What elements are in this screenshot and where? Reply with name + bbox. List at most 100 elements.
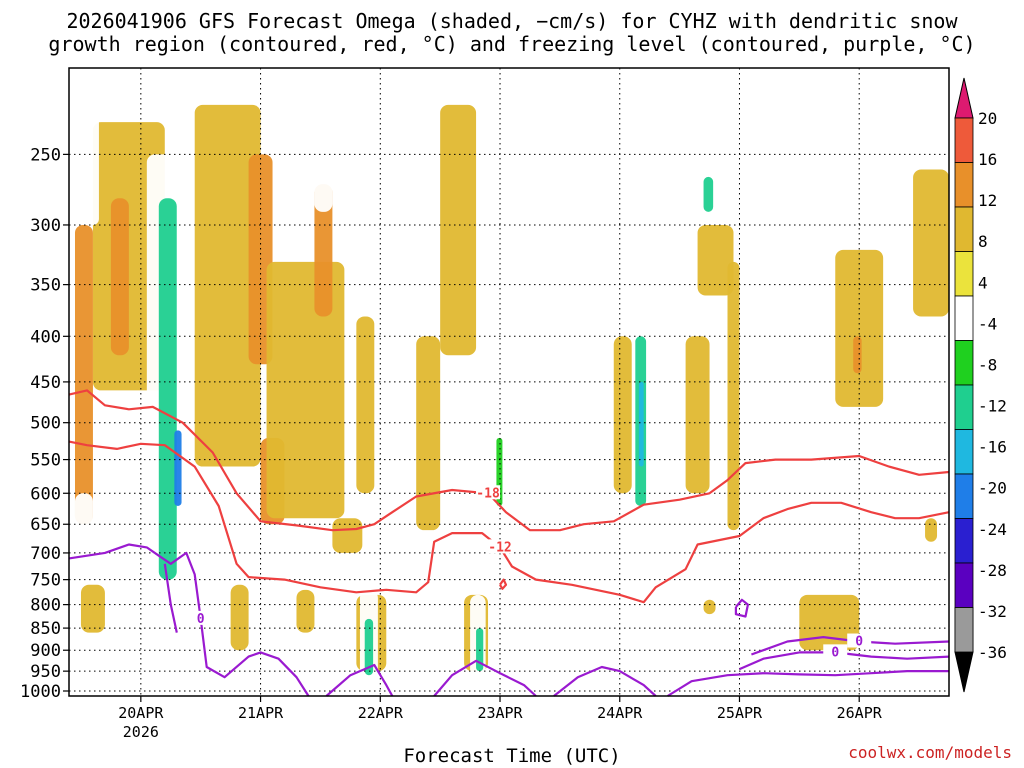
chart-title-line-2: growth region (contoured, red, °C) and f… bbox=[48, 32, 976, 56]
colorbar-bottom-arrow bbox=[954, 651, 974, 693]
freezing-contour-label-6: 0 bbox=[831, 645, 839, 660]
dgz-contour-label-bg-1 bbox=[488, 539, 513, 554]
omega-region-7 bbox=[158, 198, 177, 580]
colorbar-swatch-6 bbox=[954, 384, 974, 430]
dgz-contour-label-0: -18 bbox=[476, 486, 500, 501]
credit-link[interactable]: coolwx.com/models bbox=[848, 743, 1012, 762]
colorbar-label-12: 12 bbox=[978, 191, 997, 210]
omega-region-48 bbox=[703, 599, 716, 615]
y-tick-label-450: 450 bbox=[30, 373, 61, 393]
freezing-contour-line-2 bbox=[325, 663, 394, 697]
omega-region-46 bbox=[829, 518, 838, 531]
y-tick-label-950: 950 bbox=[30, 662, 61, 682]
y-tick-label-900: 900 bbox=[30, 641, 61, 661]
colorbar-swatch-9 bbox=[954, 251, 974, 297]
omega-region-39 bbox=[895, 295, 905, 346]
colorbar-label--36: -36 bbox=[978, 643, 1007, 662]
omega-region-17 bbox=[80, 584, 105, 633]
colorbar-swatch-12 bbox=[954, 117, 974, 163]
omega-region-35 bbox=[703, 176, 714, 212]
colorbar-label--28: -28 bbox=[978, 561, 1007, 580]
colorbar-label--16: -16 bbox=[978, 438, 1007, 457]
y-tick-label-400: 400 bbox=[30, 327, 61, 347]
omega-region-38 bbox=[727, 261, 740, 531]
omega-region-12 bbox=[266, 261, 345, 519]
freezing-level-contours: 0 0 0 bbox=[68, 543, 950, 697]
y-tick-label-350: 350 bbox=[30, 276, 61, 296]
omega-region-0 bbox=[74, 224, 93, 525]
y-axis: 2503003504004505005506006507007508008509… bbox=[20, 145, 69, 702]
freezing-contour-label-7: 0 bbox=[855, 635, 863, 650]
colorbar-label--32: -32 bbox=[978, 602, 1007, 621]
colorbar-top-arrow bbox=[954, 77, 974, 119]
omega-region-23 bbox=[416, 336, 441, 531]
omega-region-13 bbox=[314, 184, 333, 317]
omega-region-45 bbox=[925, 518, 938, 542]
colorbar-legend: 20 16 12 8 4 -4 -8 -12 -16 -20 -24 -28 -32 -36 bbox=[954, 77, 1007, 693]
omega-region-24 bbox=[440, 104, 477, 356]
y-tick-label-750: 750 bbox=[30, 571, 61, 591]
omega-region-19 bbox=[296, 589, 315, 633]
omega-region-44 bbox=[799, 594, 860, 651]
freezing-contour-line-0 bbox=[68, 543, 310, 697]
freezing-contour-line-5 bbox=[667, 669, 949, 697]
x-tick-label-26APR: 26APR bbox=[837, 704, 883, 722]
freezing-contour-line-3 bbox=[433, 659, 537, 697]
colorbar-swatch-10 bbox=[954, 206, 974, 252]
colorbar-label--20: -20 bbox=[978, 479, 1007, 498]
x-tick-label-20APR: 20APR bbox=[118, 704, 164, 722]
y-tick-label-1000: 1000 bbox=[20, 682, 61, 702]
x-tick-label-21APR: 21APR bbox=[238, 704, 284, 722]
omega-region-2 bbox=[110, 198, 129, 356]
y-tick-label-250: 250 bbox=[30, 145, 61, 165]
colorbar-swatch-8 bbox=[954, 295, 974, 341]
colorbar-label--12: -12 bbox=[978, 397, 1007, 416]
colorbar-label--24: -24 bbox=[978, 520, 1007, 539]
x-tick-label-22APR: 22APR bbox=[358, 704, 404, 722]
freezing-contour-line-7 bbox=[751, 635, 950, 656]
x-tick-label-25APR: 25APR bbox=[717, 704, 763, 722]
omega-region-22 bbox=[364, 618, 374, 676]
omega-shading bbox=[74, 68, 949, 688]
omega-region-15 bbox=[356, 316, 375, 494]
y-tick-label-500: 500 bbox=[30, 414, 61, 434]
x-tick-label-23APR: 23APR bbox=[477, 704, 523, 722]
colorbar-swatch-0 bbox=[954, 607, 974, 653]
omega-region-5 bbox=[116, 486, 135, 564]
freezing-contour-line-1 bbox=[163, 563, 178, 633]
x-axis-title: Forecast Time (UTC) bbox=[403, 745, 621, 767]
y-tick-label-650: 650 bbox=[30, 515, 61, 535]
omega-region-14 bbox=[314, 68, 333, 212]
omega-region-4 bbox=[74, 493, 93, 564]
colorbar-label-16: 16 bbox=[978, 150, 997, 169]
colorbar-label-8: 8 bbox=[978, 232, 988, 251]
freezing-contour-label-bg-0 bbox=[188, 610, 213, 625]
colorbar-label--8: -8 bbox=[978, 355, 997, 374]
freezing-contour-line-4 bbox=[553, 665, 657, 697]
colorbar-swatch-2 bbox=[954, 562, 974, 608]
y-tick-label-600: 600 bbox=[30, 484, 61, 504]
omega-region-9 bbox=[194, 104, 261, 467]
freezing-contour-label-0: 0 bbox=[197, 612, 205, 627]
dendritic-growth-contours: -18 -12 bbox=[68, 389, 950, 604]
omega-region-43 bbox=[853, 336, 862, 374]
dgz-contour-line-2 bbox=[499, 578, 508, 590]
colorbar-swatch-5 bbox=[954, 429, 974, 475]
omega-region-32 bbox=[638, 381, 644, 467]
freezing-contour-line-8 bbox=[734, 598, 750, 618]
x-tick-label-24APR: 24APR bbox=[597, 704, 643, 722]
omega-region-37 bbox=[685, 336, 710, 494]
y-tick-label-850: 850 bbox=[30, 619, 61, 639]
colorbar-swatch-4 bbox=[954, 473, 974, 519]
omega-region-33 bbox=[613, 336, 632, 494]
y-tick-label-700: 700 bbox=[30, 544, 61, 564]
omega-region-8 bbox=[174, 430, 182, 506]
colorbar-swatch-3 bbox=[954, 518, 974, 564]
dgz-contour-label-bg-0 bbox=[476, 485, 501, 500]
freezing-contour-label-bg-7 bbox=[847, 633, 872, 648]
omega-region-47 bbox=[673, 594, 683, 610]
colorbar-label-20: 20 bbox=[978, 109, 997, 128]
dgz-contour-label-1: -12 bbox=[488, 540, 511, 555]
